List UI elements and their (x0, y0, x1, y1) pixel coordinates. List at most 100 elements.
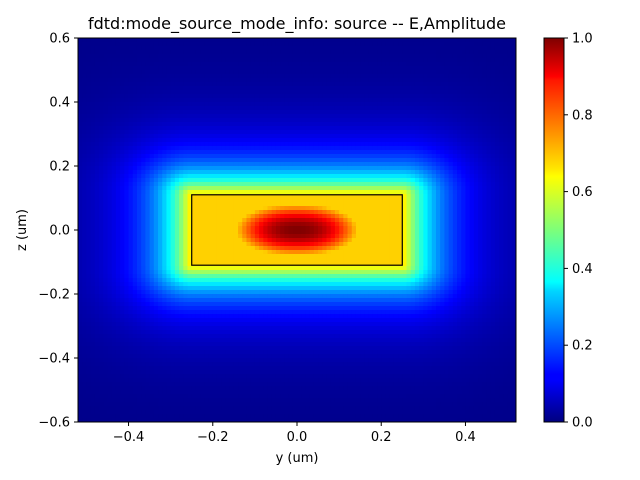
heatmap-cell (318, 46, 323, 51)
heatmap-cell (115, 206, 121, 211)
heatmap-cell (128, 190, 134, 195)
heatmap-cell (229, 102, 235, 107)
heatmap-cell (225, 114, 231, 119)
heatmap-cell (216, 186, 222, 191)
heatmap-cell (107, 158, 113, 163)
heatmap-cell (494, 118, 500, 123)
heatmap-cell (351, 214, 357, 219)
heatmap-cell (435, 114, 441, 119)
heatmap-cell (204, 138, 210, 143)
heatmap-cell (322, 162, 328, 167)
heatmap-cell (280, 82, 285, 87)
heatmap-cell (486, 114, 492, 119)
heatmap-cell (322, 138, 328, 143)
heatmap-cell (275, 218, 281, 223)
heatmap-cell (288, 206, 294, 211)
heatmap-cell (124, 158, 130, 163)
heatmap-cell (238, 206, 243, 211)
heatmap-cell (503, 46, 509, 51)
heatmap-cell (452, 154, 458, 159)
heatmap-cell (263, 86, 269, 91)
heatmap-cell (170, 214, 176, 219)
heatmap-cell (124, 190, 130, 195)
heatmap-cell (246, 114, 252, 119)
heatmap-cell (301, 118, 307, 123)
heatmap-cell (158, 194, 163, 199)
heatmap-cell (490, 194, 496, 199)
heatmap-cell (389, 90, 395, 95)
heatmap-cell (318, 110, 323, 115)
heatmap-cell (132, 210, 138, 215)
heatmap-cell (339, 218, 344, 223)
heatmap-cell (250, 90, 256, 95)
heatmap-cell (334, 114, 340, 119)
heatmap-cell (385, 66, 391, 71)
heatmap-cell (381, 134, 387, 139)
heatmap-cell (263, 102, 269, 107)
heatmap-cell (402, 166, 408, 171)
heatmap-cell (191, 174, 197, 179)
heatmap-cell (494, 182, 500, 187)
heatmap-cell (229, 66, 235, 71)
heatmap-cell (448, 38, 454, 43)
heatmap-cell (448, 62, 454, 67)
heatmap-cell (410, 138, 416, 143)
heatmap-cell (124, 102, 130, 107)
heatmap-cell (398, 70, 403, 75)
heatmap-cell (145, 166, 151, 171)
heatmap-cell (99, 66, 104, 71)
heatmap-cell (191, 130, 197, 135)
heatmap-cell (473, 38, 479, 43)
heatmap-cell (149, 58, 155, 63)
heatmap-cell (120, 74, 125, 79)
heatmap-cell (385, 214, 391, 219)
heatmap-cell (444, 154, 450, 159)
heatmap-cell (221, 162, 226, 167)
heatmap-cell (490, 78, 496, 83)
heatmap-cell (170, 82, 176, 87)
heatmap-cell (221, 210, 226, 215)
heatmap-cell (242, 62, 248, 67)
heatmap-cell (229, 162, 235, 167)
heatmap-cell (90, 94, 96, 99)
heatmap-cell (435, 142, 441, 147)
heatmap-cell (216, 66, 222, 71)
heatmap-cell (402, 182, 408, 187)
heatmap-cell (305, 38, 311, 43)
heatmap-cell (229, 146, 235, 151)
heatmap-cell (212, 146, 218, 151)
heatmap-cell (313, 194, 319, 199)
heatmap-cell (364, 98, 370, 103)
heatmap-cell (246, 118, 252, 123)
heatmap-cell (419, 214, 424, 219)
heatmap-cell (398, 98, 403, 103)
heatmap-cell (448, 78, 454, 83)
heatmap-cell (225, 70, 231, 75)
heatmap-cell (187, 54, 193, 59)
heatmap-cell (343, 90, 349, 95)
heatmap-cell (141, 198, 146, 203)
heatmap-cell (440, 138, 445, 143)
heatmap-cell (225, 66, 231, 71)
heatmap-cell (267, 106, 273, 111)
heatmap-cell (381, 106, 387, 111)
heatmap-cell (174, 82, 180, 87)
heatmap-cell (195, 74, 201, 79)
heatmap-cell (398, 174, 403, 179)
heatmap-cell (334, 166, 340, 171)
heatmap-cell (486, 106, 492, 111)
heatmap-cell (444, 86, 450, 91)
heatmap-cell (377, 162, 382, 167)
heatmap-cell (120, 194, 125, 199)
heatmap-cell (469, 106, 475, 111)
heatmap-cell (465, 142, 471, 147)
heatmap-cell (440, 166, 445, 171)
heatmap-cell (435, 182, 441, 187)
heatmap-cell (246, 194, 252, 199)
heatmap-cell (242, 90, 248, 95)
heatmap-cell (402, 222, 408, 227)
heatmap-cell (103, 226, 109, 231)
heatmap-cell (322, 38, 328, 43)
heatmap-cell (372, 46, 378, 51)
heatmap-cell (511, 102, 516, 107)
